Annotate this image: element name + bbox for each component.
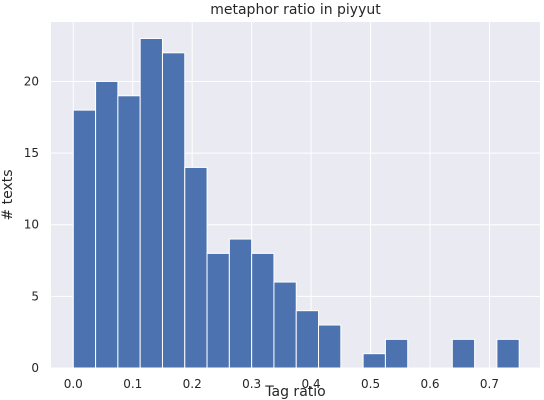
bars <box>72 37 520 369</box>
x-tick-label: 0.7 <box>480 377 499 391</box>
histogram-bar <box>273 281 297 369</box>
x-axis-ticks: 0.0 0.1 0.2 0.3 0.4 0.5 0.6 0.7 <box>64 377 499 391</box>
x-axis-title: Tag ratio <box>264 384 325 400</box>
histogram-bar <box>295 310 320 369</box>
histogram-bar <box>184 166 208 369</box>
x-tick-label: 0.0 <box>64 377 83 391</box>
x-tick-label: 0.6 <box>420 377 439 391</box>
histogram-bar <box>228 238 253 369</box>
histogram-bar <box>72 109 97 369</box>
histogram-bar <box>139 37 163 369</box>
x-tick-label: 0.4 <box>302 377 321 391</box>
x-tick-label: 0.5 <box>361 377 380 391</box>
y-axis-title: # texts <box>0 169 16 220</box>
histogram-bar <box>251 252 275 369</box>
y-tick-label: 20 <box>24 74 39 88</box>
y-tick-label: 15 <box>24 146 39 160</box>
x-tick-label: 0.2 <box>183 377 202 391</box>
y-axis-ticks: 0 5 10 15 20 <box>24 74 39 375</box>
y-tick-label: 10 <box>24 218 39 232</box>
histogram-bar <box>318 324 342 369</box>
histogram-bar <box>95 80 119 369</box>
y-tick-label: 5 <box>31 289 39 303</box>
histogram-bar <box>362 353 386 369</box>
histogram-bar <box>117 95 141 369</box>
histogram-bar <box>384 338 409 369</box>
histogram-bar <box>451 338 476 369</box>
histogram-bar <box>161 52 186 369</box>
x-tick-label: 0.3 <box>242 377 261 391</box>
histogram-bar <box>496 338 520 369</box>
x-tick-label: 0.1 <box>123 377 142 391</box>
chart-title: metaphor ratio in piyyut <box>210 2 381 18</box>
y-tick-label: 0 <box>31 361 39 375</box>
histogram-bar <box>206 252 230 369</box>
